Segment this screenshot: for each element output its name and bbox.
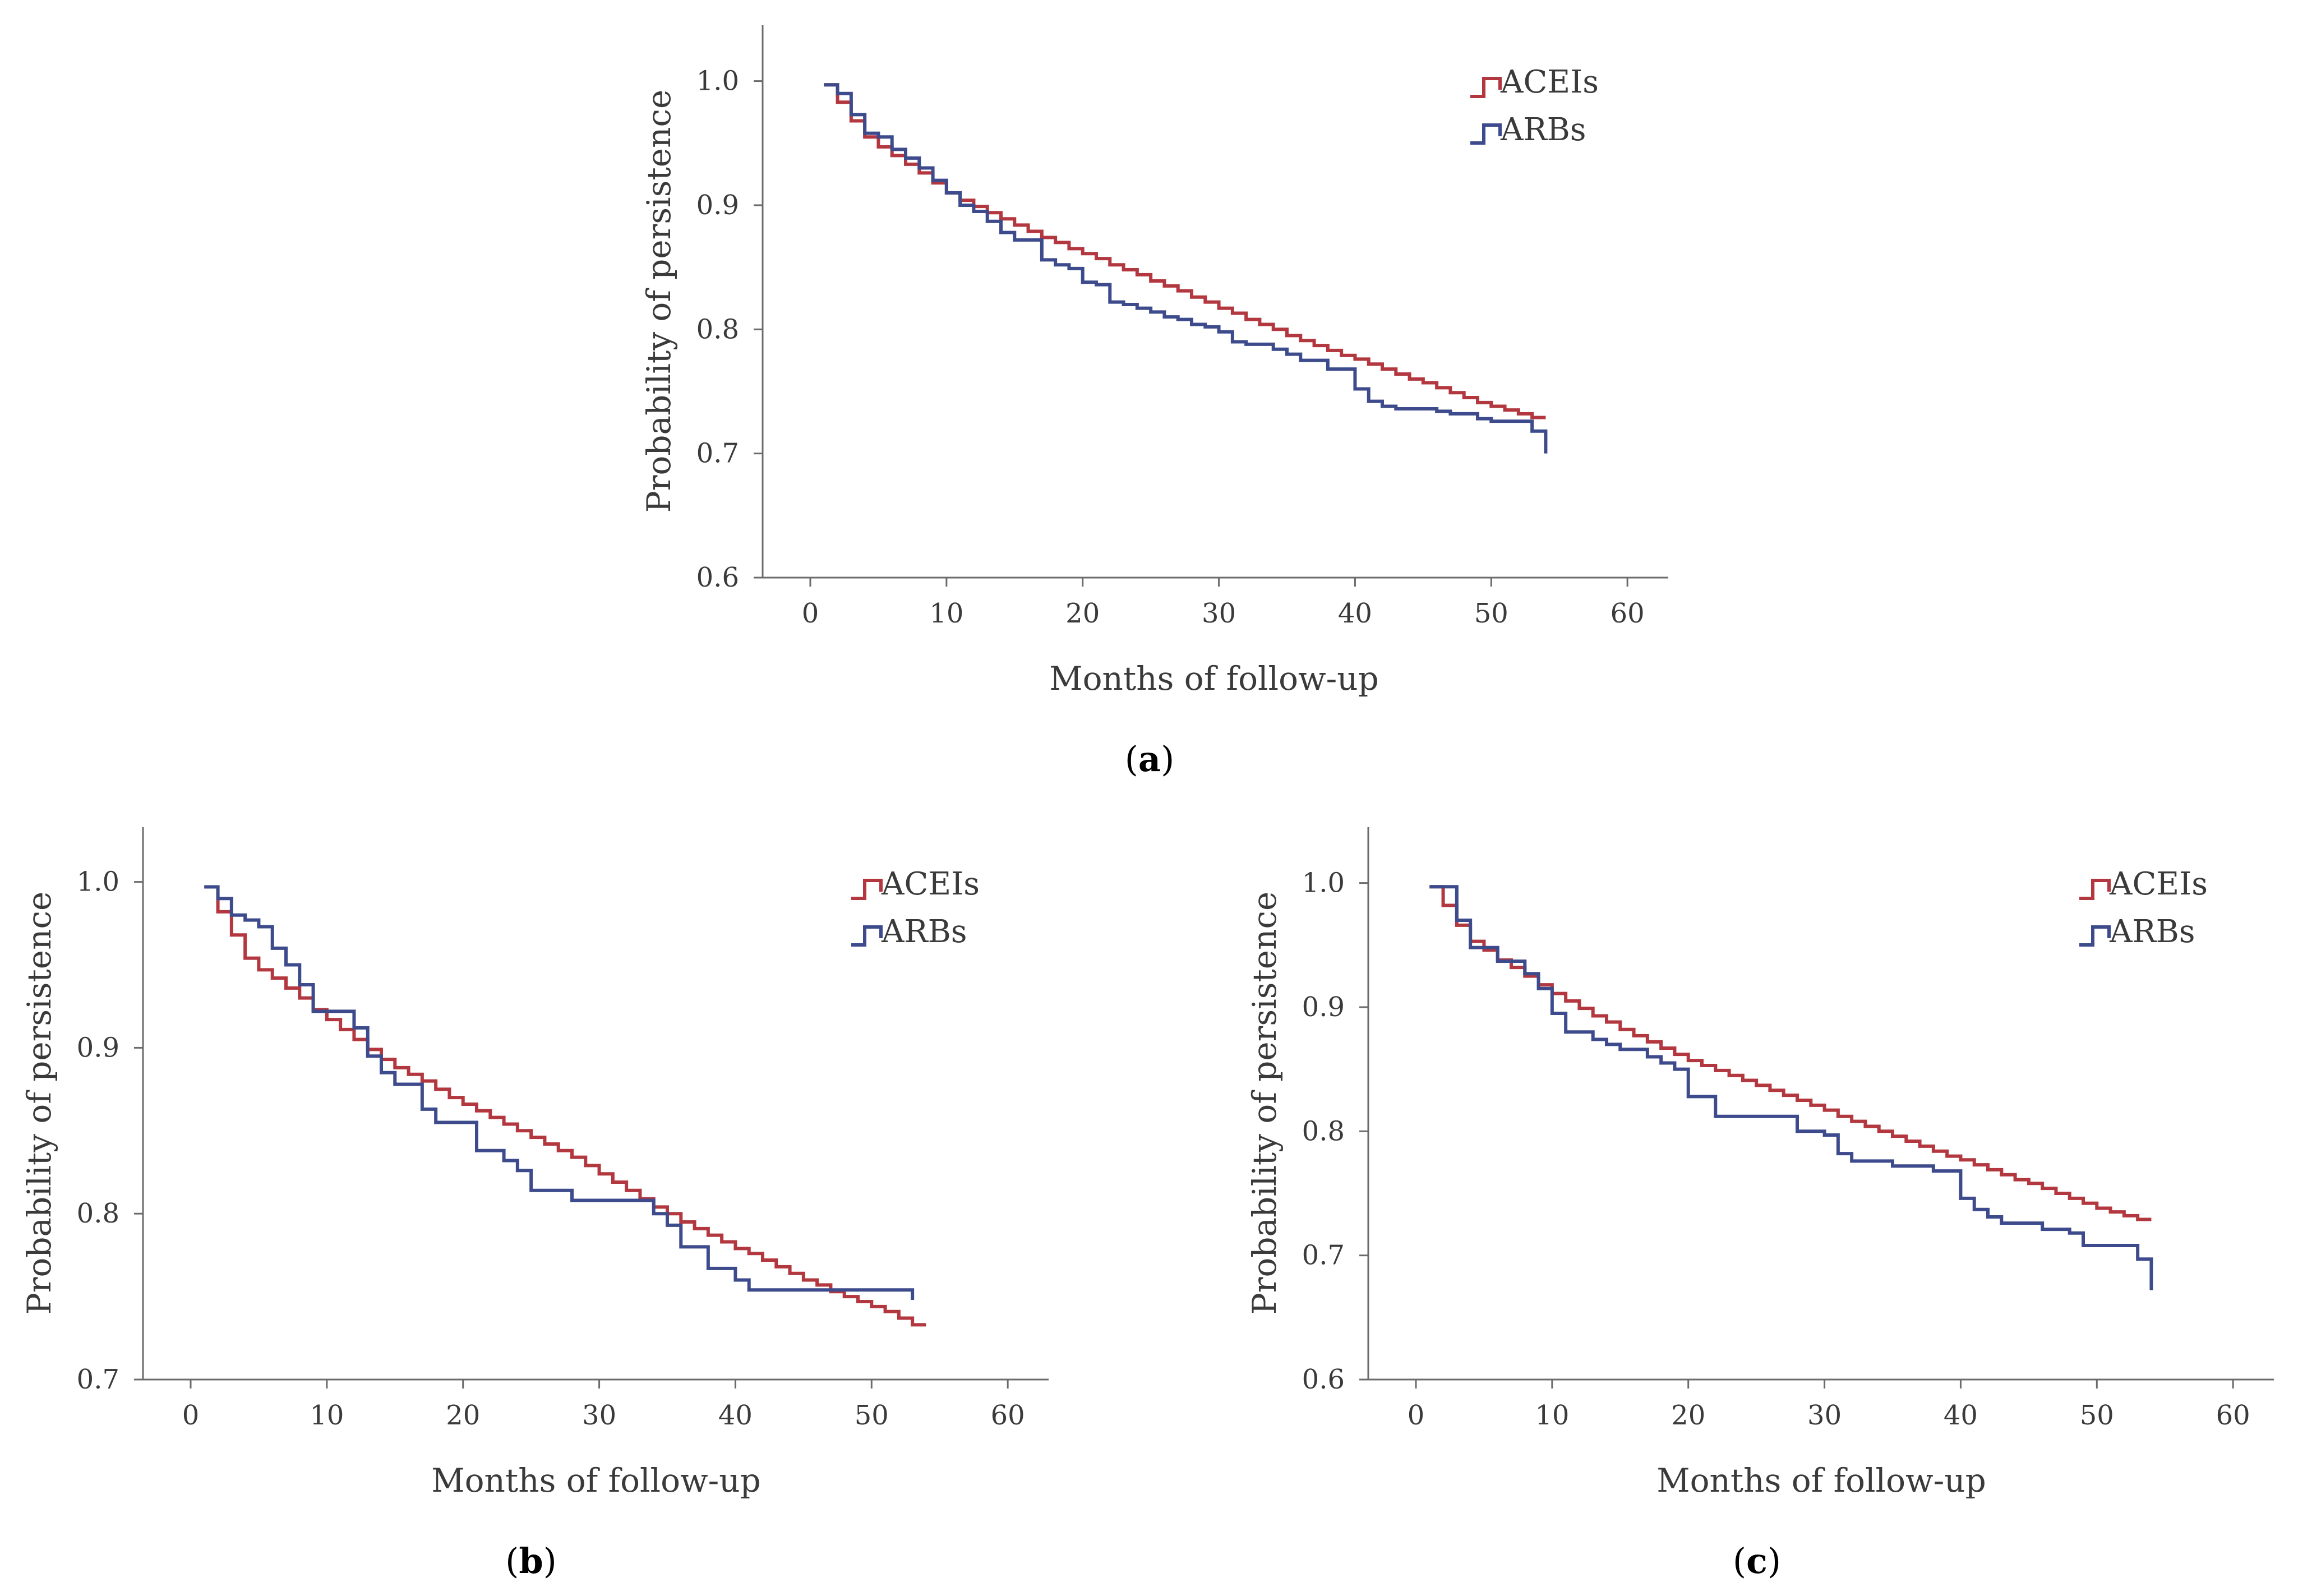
x-tick-label: 10 — [1535, 1400, 1569, 1431]
x-ticks — [1415, 1380, 2234, 1389]
x-tick-label: 10 — [929, 598, 963, 629]
y-axis-title: Probability of persistence — [1245, 892, 1284, 1315]
legend-label-arb: ARBs — [881, 914, 967, 950]
y-tick-label: 0.6 — [696, 562, 739, 593]
x-axis-title: Months of follow-up — [431, 1461, 760, 1500]
acei-survival-line — [204, 885, 926, 1327]
x-tick-label: 30 — [1202, 598, 1236, 629]
legend-swatch-arb — [1470, 123, 1502, 145]
x-tick-label: 40 — [1338, 598, 1372, 629]
y-tick-label: 0.9 — [1302, 991, 1345, 1023]
x-tick-label: 50 — [2080, 1400, 2114, 1431]
x-ticks — [190, 1380, 1009, 1389]
panel-label-b: (b) — [505, 1540, 557, 1581]
legend-label-arb: ARBs — [2109, 914, 2195, 950]
legend-label-arb: ARBs — [1500, 112, 1586, 148]
legend-label-acei: ACEIs — [1500, 64, 1599, 100]
y-tick-label: 1.0 — [77, 866, 119, 898]
acei-survival-line — [1429, 885, 2152, 1221]
y-tick-label: 0.8 — [77, 1198, 119, 1229]
legend-swatch-arb — [851, 925, 883, 947]
legend-label-acei: ACEIs — [881, 866, 980, 902]
chart-panel-c: 0 10 20 30 40 50 60 0.6 0.7 0.8 0.9 1.0 … — [1245, 827, 2274, 1500]
y-tick-label: 0.6 — [1302, 1364, 1345, 1395]
y-tick-label: 0.8 — [1302, 1115, 1345, 1147]
y-ticks — [1359, 882, 1368, 1381]
y-axis-title: Probability of persistence — [640, 90, 678, 513]
legend: ACEIs ARBs — [851, 866, 980, 950]
panel-label-a: (a) — [1125, 739, 1175, 779]
chart-panel-a: 0 10 20 30 40 50 60 0.6 0.7 0.8 0.9 1.0 … — [640, 25, 1668, 698]
x-tick-label: 40 — [718, 1400, 753, 1431]
x-tick-label: 40 — [1944, 1400, 1978, 1431]
x-tick-label: 50 — [855, 1400, 889, 1431]
y-ticks — [754, 80, 763, 579]
legend-swatch-arb — [2079, 925, 2111, 947]
y-tick-label: 0.9 — [77, 1032, 119, 1063]
legend-swatch-acei — [1470, 77, 1502, 98]
x-tick-label: 60 — [1611, 598, 1645, 629]
x-axis-title: Months of follow-up — [1656, 1461, 1986, 1500]
y-tick-label: 1.0 — [1302, 868, 1345, 899]
x-tick-label: 20 — [1671, 1400, 1705, 1431]
x-tick-label: 60 — [2216, 1400, 2250, 1431]
y-tick-label: 0.8 — [696, 313, 739, 345]
x-tick-label: 0 — [802, 598, 819, 629]
panel-label-c: (c) — [1733, 1540, 1781, 1581]
acei-survival-line — [824, 83, 1546, 419]
legend: ACEIs ARBs — [2079, 866, 2208, 950]
y-ticks — [134, 881, 143, 1381]
legend: ACEIs ARBs — [1470, 64, 1599, 148]
y-tick-label: 1.0 — [696, 66, 739, 97]
legend-label-acei: ACEIs — [2109, 866, 2208, 902]
legend-swatch-acei — [851, 879, 883, 900]
x-tick-label: 0 — [1408, 1400, 1425, 1431]
y-tick-label: 0.7 — [77, 1364, 119, 1395]
arb-survival-line — [204, 885, 915, 1300]
x-tick-label: 50 — [1474, 598, 1508, 629]
legend-swatch-acei — [2079, 879, 2111, 900]
x-tick-label: 20 — [446, 1400, 480, 1431]
x-ticks — [809, 578, 1628, 587]
x-axis-title: Months of follow-up — [1049, 659, 1378, 698]
x-tick-label: 30 — [1807, 1400, 1842, 1431]
chart-panel-b: 0 10 20 30 40 50 60 0.7 0.8 0.9 1.0 Mont… — [20, 827, 1049, 1500]
y-tick-label: 0.9 — [696, 190, 739, 221]
y-tick-label: 0.7 — [1302, 1240, 1345, 1271]
x-tick-label: 0 — [182, 1400, 200, 1431]
x-tick-label: 10 — [310, 1400, 344, 1431]
y-axis-title: Probability of persistence — [20, 892, 58, 1315]
x-tick-label: 20 — [1065, 598, 1100, 629]
x-tick-label: 60 — [991, 1400, 1025, 1431]
arb-survival-line — [1429, 885, 2153, 1290]
y-tick-label: 0.7 — [696, 438, 739, 469]
arb-survival-line — [824, 83, 1548, 454]
x-tick-label: 30 — [582, 1400, 616, 1431]
